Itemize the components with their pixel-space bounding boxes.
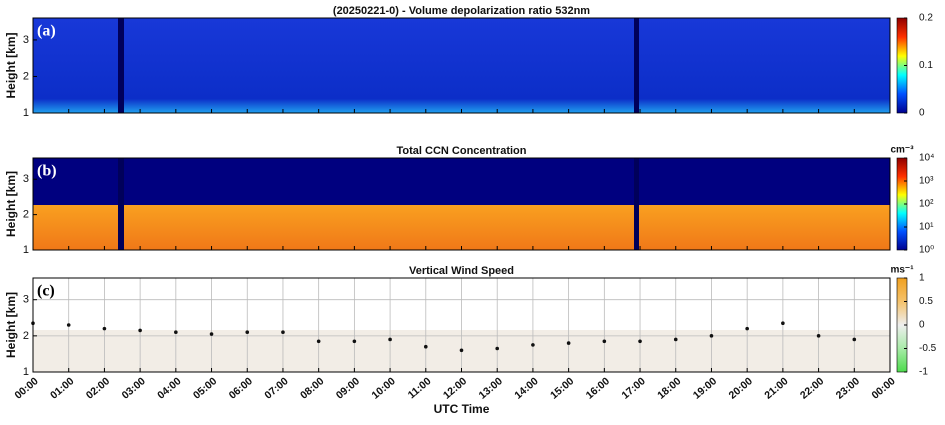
y-axis-label: Height [km] [4, 171, 18, 237]
cloud-base-point [459, 348, 464, 353]
plot-frame [32, 157, 891, 251]
y-tick-label: 3 [23, 294, 29, 306]
colorbar-tick-label: 10³ [919, 176, 934, 187]
cloud-base-point [281, 330, 285, 335]
cloud-base-point [531, 343, 535, 347]
x-tick-label: 01:00 [48, 375, 76, 402]
colorbar-tick-label: 10¹ [919, 222, 934, 233]
cloud-base-point [388, 337, 392, 342]
x-tick-label: 00:00 [12, 375, 40, 402]
panel-label: (a) [37, 23, 56, 40]
gap-band [118, 18, 124, 113]
colorbar-unit: ms⁻¹ [890, 265, 914, 276]
colorbar-tick-label: 1 [919, 273, 925, 284]
cloud-base-point [566, 341, 571, 345]
cloud-base-point [316, 339, 321, 344]
x-tick-label: 11:00 [406, 375, 434, 401]
cloud-base-point [852, 337, 857, 342]
x-tick-label: 12:00 [441, 375, 469, 402]
colorbar-tick-label: -0.5 [919, 343, 937, 354]
cloud-base-point [781, 321, 785, 325]
x-tick-label: 23:00 [834, 375, 862, 402]
x-tick-label: 03:00 [120, 375, 148, 402]
colorbar-tick-label: 10² [919, 199, 934, 210]
cloud-base-point [352, 339, 357, 344]
gap-band [634, 18, 639, 113]
cloud-base-point [495, 346, 500, 351]
y-tick-label: 2 [23, 330, 29, 342]
cloud-base-point [745, 326, 749, 331]
gap-band [634, 158, 639, 250]
cloud-base-point [66, 323, 71, 327]
cloud-base-point [602, 339, 607, 344]
x-tick-label: 15:00 [548, 375, 576, 402]
x-tick-label: 09:00 [334, 375, 362, 402]
y-tick-label: 1 [23, 244, 29, 256]
x-tick-label: 04:00 [155, 375, 183, 402]
colorbar-tick-label: 0.5 [919, 296, 933, 307]
panel-label: (c) [37, 283, 55, 300]
x-tick-label: 07:00 [262, 375, 290, 402]
x-tick-label: 17:00 [619, 375, 647, 402]
y-tick-label: 2 [23, 209, 29, 221]
panel-title: Total CCN Concentration [397, 145, 527, 157]
cloud-base-point [245, 330, 250, 335]
cloud-base-point [638, 339, 642, 344]
panel-label: (b) [37, 163, 57, 180]
x-tick-label: 21:00 [762, 375, 790, 402]
cloud-base-point [709, 334, 714, 338]
x-axis-label: UTC Time [434, 402, 490, 416]
colorbar-tick-label: 0 [919, 320, 925, 331]
cloud-base-point [174, 330, 178, 335]
x-tick-label: 02:00 [84, 375, 112, 402]
y-tick-label: 1 [23, 366, 29, 378]
x-tick-label: 22:00 [798, 375, 826, 402]
cloud-base-point [673, 337, 678, 342]
x-tick-label: 14:00 [512, 375, 540, 402]
cloud-base-point [423, 344, 428, 349]
cloud-base-point [138, 328, 142, 333]
colorbar-tick-label: 0 [919, 108, 925, 119]
x-tick-label: 13:00 [477, 375, 505, 402]
x-tick-label: 10:00 [370, 375, 398, 402]
cloud-base-point [102, 326, 107, 331]
gap-band [118, 158, 124, 250]
colorbar-unit: cm⁻³ [890, 145, 914, 156]
panel-a-image [33, 18, 890, 113]
panel-b-lower [33, 205, 890, 250]
x-tick-label: 20:00 [727, 375, 755, 402]
y-axis-label: Height [km] [4, 292, 18, 358]
x-tick-label: 05:00 [191, 375, 219, 402]
y-tick-label: 3 [23, 173, 29, 185]
colorbar-tick-label: 0.1 [919, 60, 933, 71]
plot-frame [32, 17, 891, 114]
colorbar-tick-label: 10⁴ [919, 153, 934, 164]
x-tick-label: 18:00 [655, 375, 683, 402]
x-tick-label: 16:00 [584, 375, 612, 402]
x-tick-label: 08:00 [298, 375, 326, 402]
plot-frame [32, 277, 891, 373]
x-tick-label: 00:00 [869, 375, 897, 402]
y-tick-label: 1 [23, 107, 29, 119]
colorbar-tick-label: 0.2 [919, 13, 933, 24]
colorbar-tick-label: -1 [919, 367, 928, 378]
cloud-base-point [816, 334, 821, 338]
x-tick-label: 06:00 [227, 375, 255, 402]
colorbar-tick-label: 10⁰ [919, 245, 934, 256]
y-tick-label: 3 [23, 34, 29, 46]
panel-title: (20250221-0) - Volume depolarization rat… [333, 5, 590, 17]
cloud-base-point [209, 332, 214, 336]
y-tick-label: 2 [23, 70, 29, 82]
x-tick-label: 19:00 [691, 375, 719, 402]
panel-title: Vertical Wind Speed [409, 265, 514, 277]
y-axis-label: Height [km] [4, 32, 18, 98]
